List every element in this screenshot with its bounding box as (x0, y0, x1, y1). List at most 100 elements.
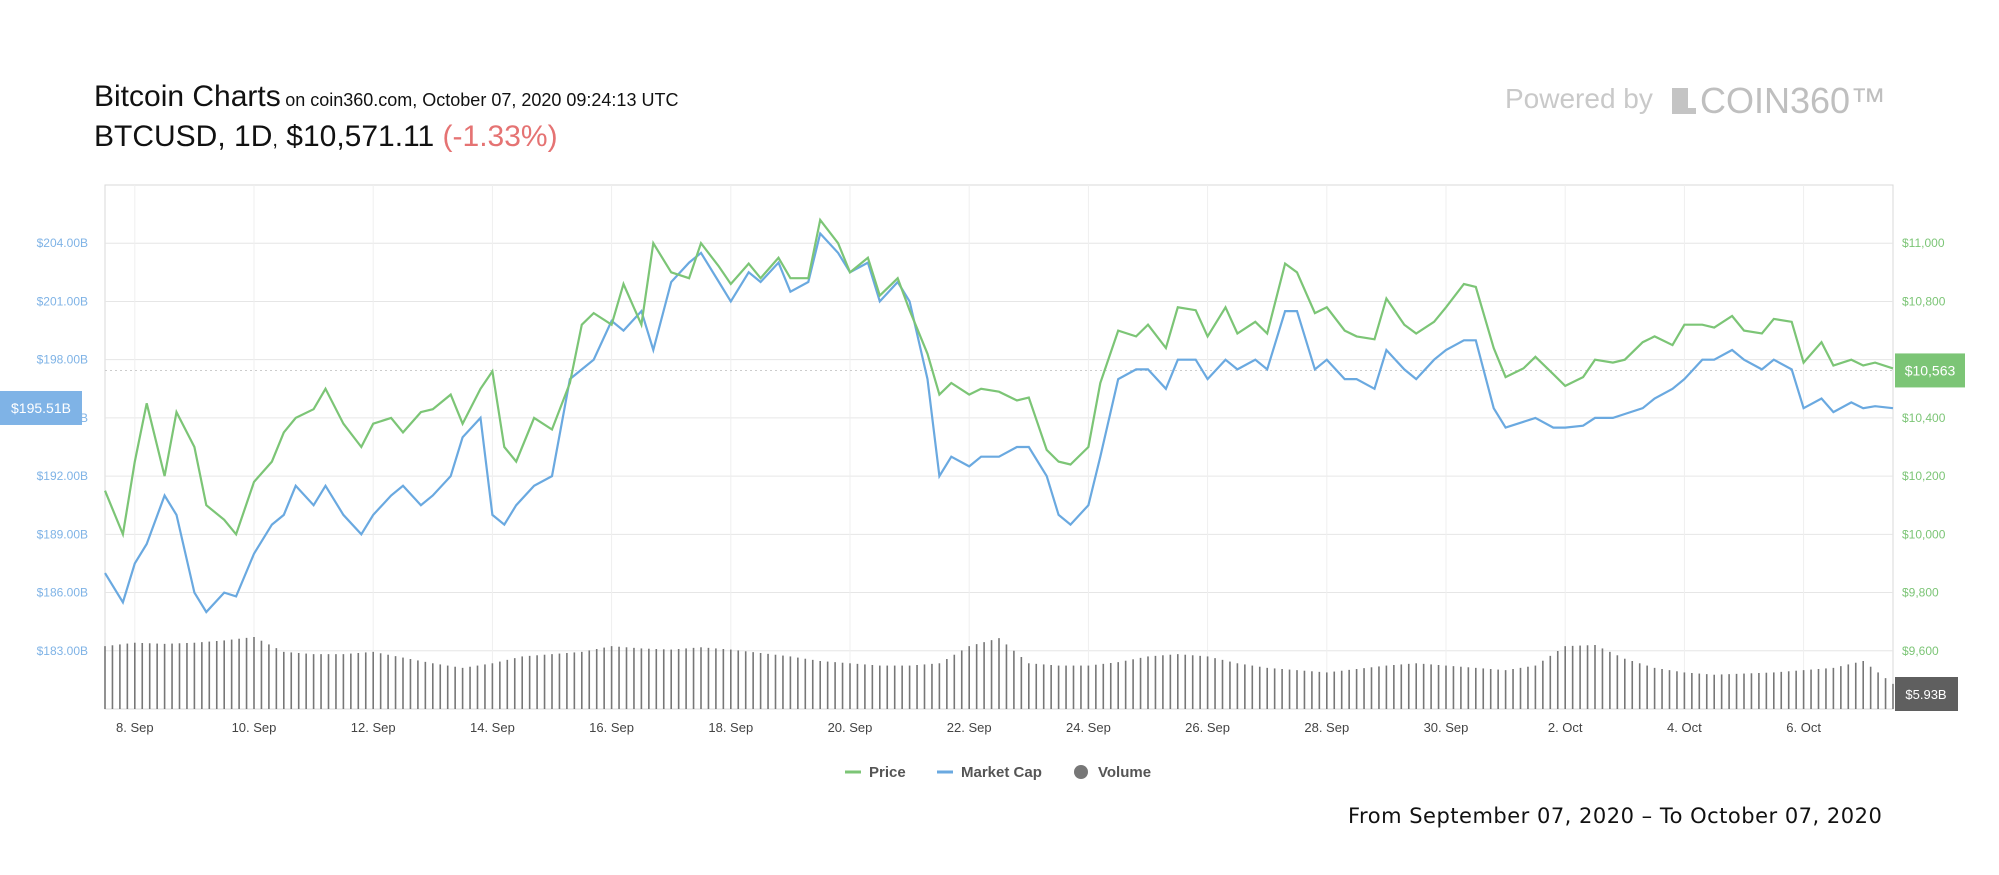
volume-bar (1750, 673, 1753, 709)
volume-bar (960, 650, 963, 709)
volume-bar (1869, 666, 1872, 709)
volume-bar (1206, 656, 1209, 709)
coin360-logo[interactable]: COIN360™ (1672, 80, 1886, 122)
right-tick-label: $11,000 (1902, 236, 1945, 250)
x-tick-label: 24. Sep (1066, 720, 1111, 735)
legend-item-market-cap[interactable]: Market Cap (937, 764, 1042, 781)
volume-bar (1653, 667, 1656, 709)
volume-bar (730, 649, 732, 709)
volume-bar (804, 658, 807, 709)
volume-bar (752, 652, 754, 709)
legend-item-price[interactable]: Price (845, 764, 906, 781)
volume-bar (1318, 671, 1321, 709)
volume-marker-bg (1895, 677, 1958, 711)
volume-bar (424, 661, 427, 709)
volume-bar (1884, 678, 1887, 709)
volume-bar (178, 643, 181, 709)
right-tick-label: $9,800 (1902, 586, 1939, 600)
powered-by-text: Powered by (1505, 83, 1653, 114)
volume-bar (1571, 645, 1574, 709)
volume-bar (1854, 662, 1857, 709)
volume-bar (275, 648, 278, 709)
legend-item-volume[interactable]: Volume (1074, 764, 1151, 781)
volume-bar (1288, 669, 1291, 709)
chart-area[interactable]: $183.00B$186.00B$189.00B$192.00B$195.00B… (0, 0, 1999, 790)
volume-bar (476, 665, 479, 709)
volume-bar (1713, 674, 1715, 709)
right-tick-label: $10,200 (1902, 469, 1946, 483)
volume-bar (677, 649, 680, 709)
volume-bar (1758, 673, 1760, 709)
volume-bar (350, 653, 352, 709)
volume-bar (1668, 670, 1671, 709)
volume-bar (1475, 667, 1477, 709)
volume-bar (938, 663, 941, 709)
legend[interactable]: Price Market Cap Volume (845, 764, 1151, 781)
x-tick-label: 6. Oct (1786, 720, 1821, 735)
volume-bar (1400, 664, 1403, 709)
volume-bar (1497, 669, 1499, 709)
volume-bar (1035, 663, 1038, 709)
volume-bar (1087, 665, 1090, 709)
volume-bar (1191, 655, 1194, 709)
volume-bar (551, 654, 553, 709)
volume-bar (1676, 671, 1678, 709)
volume-bar (1355, 669, 1358, 709)
left-tick-label: $201.00B (37, 294, 88, 308)
volume-bar (1527, 666, 1529, 709)
volume-bar (1616, 655, 1619, 709)
volume-bar (603, 647, 605, 709)
volume-bar (1244, 664, 1246, 709)
volume-bar (744, 651, 747, 709)
interval-label: 1D (234, 120, 273, 153)
volume-bar (662, 649, 665, 709)
volume-bar (1281, 669, 1283, 709)
volume-bar (692, 647, 695, 709)
x-axis-ticks: 8. Sep 10. Sep 12. Sep 14. Sep 16. Sep 18. Se… (116, 720, 1821, 735)
volume-bar (417, 660, 419, 709)
volume-bar (1542, 660, 1544, 709)
volume-bar (1177, 654, 1179, 709)
volume-bar (1519, 667, 1522, 709)
volume-bar (268, 644, 270, 709)
x-tick-label: 20. Sep (828, 720, 873, 735)
volume-bar (245, 637, 248, 709)
volume-bar (1795, 670, 1797, 709)
volume-bar (797, 657, 799, 709)
x-tick-label: 12. Sep (351, 720, 396, 735)
volume-bar (1482, 668, 1485, 709)
x-tick-label: 22. Sep (947, 720, 992, 735)
price-line (103, 217, 1894, 539)
volume-bar (156, 643, 158, 709)
volume-bar (506, 659, 509, 709)
market-cap-marker-bg (0, 390, 82, 425)
volume-bar (1646, 665, 1648, 709)
left-tick-label: $183.00B (37, 644, 88, 658)
volume-bar (715, 648, 717, 709)
volume-bar (1132, 659, 1134, 709)
volume-bar (1735, 673, 1738, 709)
volume-bar (1273, 668, 1276, 709)
volume-bar (163, 643, 166, 709)
volume-bar (1370, 667, 1373, 709)
x-tick-label: 26. Sep (1185, 720, 1230, 735)
volume-bar (1109, 663, 1112, 709)
right-tick-label: $10,000 (1902, 527, 1946, 541)
volume-bar (104, 646, 106, 709)
volume-bar (513, 658, 516, 709)
volume-bar (1638, 663, 1641, 709)
volume-bar (923, 664, 926, 709)
volume-bar (573, 652, 576, 709)
volume-bar (826, 661, 829, 709)
volume-bar (469, 666, 471, 709)
volume-bar (1691, 673, 1693, 709)
volume-bar (1840, 666, 1842, 709)
volume-bar (1549, 655, 1552, 709)
volume-bar (141, 643, 144, 709)
volume-bar (1102, 663, 1105, 709)
volume-bar (685, 648, 687, 709)
volume-bar (1340, 670, 1343, 709)
volume-bar (610, 646, 613, 709)
volume-bar (856, 663, 859, 709)
volume-bar (834, 662, 836, 709)
